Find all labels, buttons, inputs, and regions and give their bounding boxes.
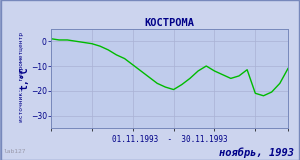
Text: 01.11.1993  -  30.11.1993: 01.11.1993 - 30.11.1993: [112, 135, 227, 144]
Title: КОСТРОМА: КОСТРОМА: [145, 18, 194, 28]
Text: источник:  гидрометцентр: источник: гидрометцентр: [19, 32, 24, 122]
Text: ноябрь, 1993: ноябрь, 1993: [219, 148, 294, 158]
Text: lab127: lab127: [4, 149, 26, 154]
Y-axis label: t,°C: t,°C: [19, 67, 29, 90]
